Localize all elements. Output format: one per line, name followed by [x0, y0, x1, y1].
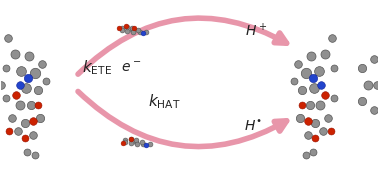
Text: $k_{\mathrm{ETE}}$: $k_{\mathrm{ETE}}$: [82, 58, 112, 77]
Text: $H^+$: $H^+$: [245, 22, 268, 40]
Text: $e^-$: $e^-$: [121, 61, 141, 75]
Text: $H^{\bullet}$: $H^{\bullet}$: [243, 120, 262, 135]
Text: $k_{\mathrm{HAT}}$: $k_{\mathrm{HAT}}$: [147, 93, 180, 111]
